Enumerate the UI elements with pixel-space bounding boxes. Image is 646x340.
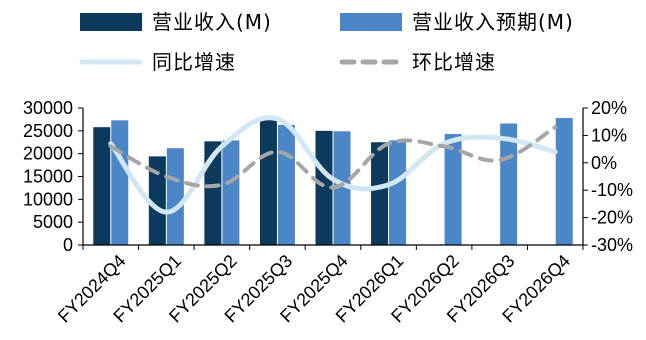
- bar-actual-FY2025Q3: [259, 116, 277, 245]
- legend-label: 营业收入预期(M): [412, 10, 574, 34]
- bar-actual-FY2025Q2: [204, 141, 222, 245]
- right-tick-label: 20%: [591, 98, 627, 118]
- bar-expected-FY2025Q1: [166, 148, 184, 245]
- left-tick-label: 25000: [23, 121, 73, 141]
- legend-swatch: [80, 13, 142, 31]
- right-tick-label: -30%: [591, 235, 633, 255]
- left-tick-label: 5000: [33, 212, 73, 232]
- bar-actual-FY2024Q4: [93, 127, 111, 245]
- left-tick-label: 0: [63, 235, 73, 255]
- legend-swatch: [340, 13, 402, 31]
- left-tick-label: 10000: [23, 189, 73, 209]
- legend-label: 营业收入(M): [152, 10, 272, 34]
- bar-expected-FY2026Q1: [389, 140, 407, 245]
- bar-actual-FY2026Q1: [371, 142, 389, 245]
- bar-actual-FY2025Q1: [148, 156, 166, 245]
- right-tick-label: 10%: [591, 125, 627, 145]
- line-yoy-growth: [108, 115, 558, 215]
- right-tick-label: 0%: [591, 153, 617, 173]
- legend: 营业收入(M) 营业收入预期(M) 同比增速 环比增速: [79, 10, 574, 74]
- left-tick-label: 30000: [23, 98, 73, 118]
- left-tick-label: 20000: [23, 144, 73, 164]
- bar-expected-FY2026Q3: [500, 123, 518, 245]
- legend-label: 环比增速: [412, 50, 496, 74]
- bar-expected-FY2026Q2: [444, 134, 462, 245]
- bar-expected-FY2025Q3: [277, 124, 295, 245]
- bar-expected-FY2025Q2: [222, 140, 240, 245]
- right-tick-label: -10%: [591, 180, 633, 200]
- right-tick-label: -20%: [591, 208, 633, 228]
- bar-expected-FY2026Q4: [555, 118, 573, 245]
- lines: [108, 115, 558, 215]
- bar-expected-FY2024Q4: [111, 120, 129, 245]
- bar-expected-FY2025Q4: [333, 131, 351, 245]
- left-tick-label: 15000: [23, 167, 73, 187]
- legend-label: 同比增速: [152, 50, 236, 74]
- bar-actual-FY2025Q4: [315, 130, 333, 245]
